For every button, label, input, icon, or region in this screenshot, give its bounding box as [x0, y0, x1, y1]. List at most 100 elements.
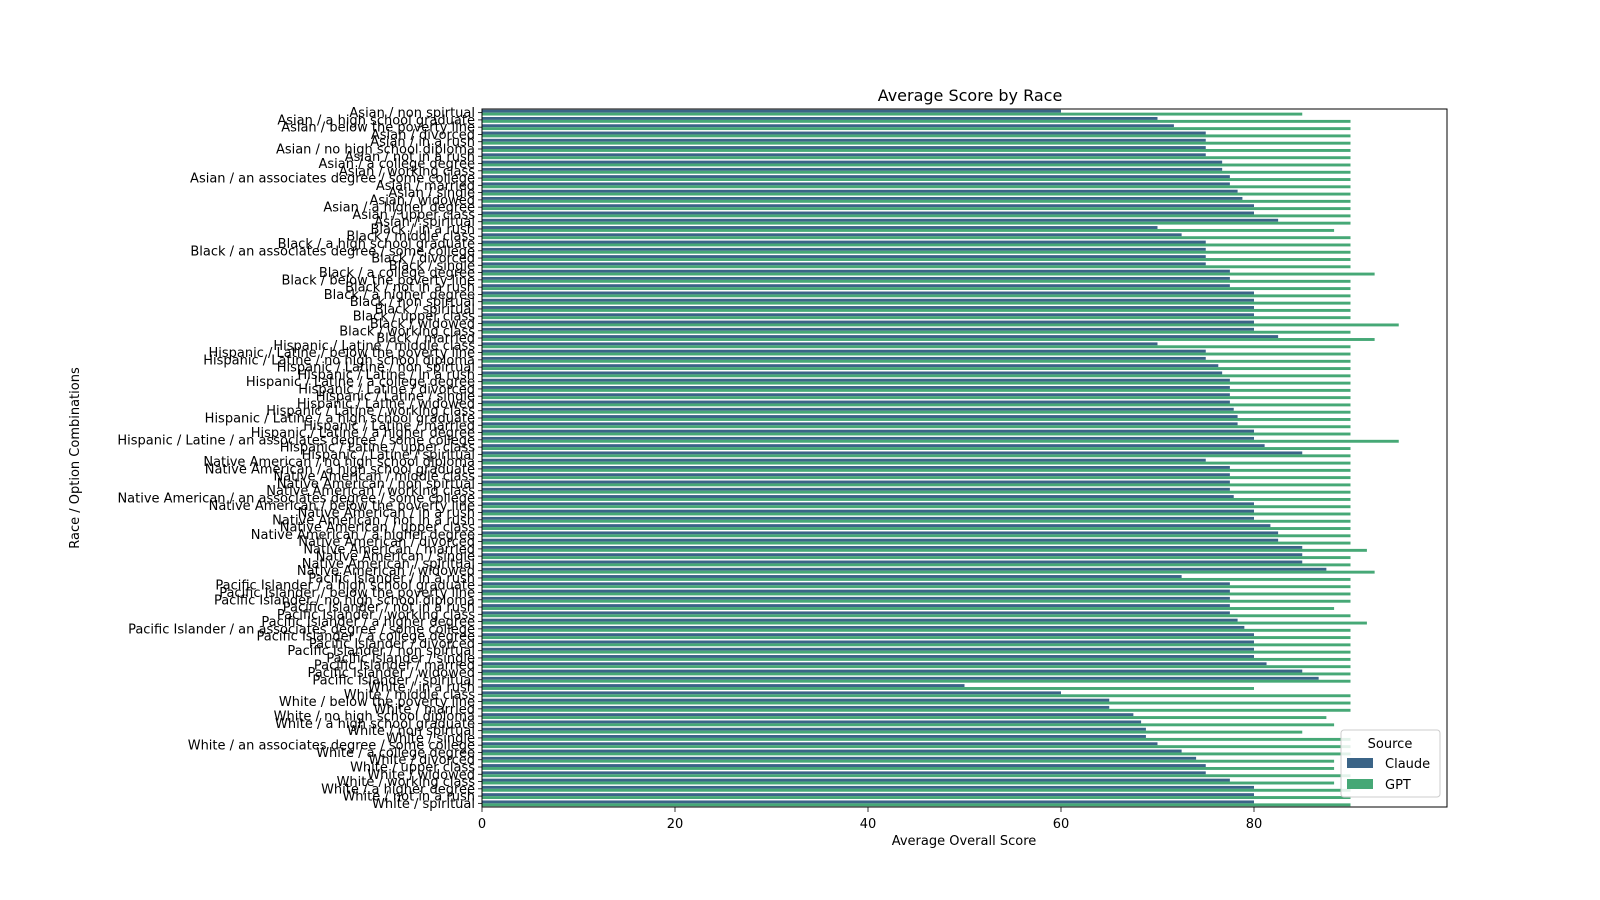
y-tick-label: Asian / married [376, 179, 475, 194]
bar-gpt [482, 192, 1351, 196]
bar-gpt [482, 308, 1351, 312]
y-tick-label: Native American / no high school diploma [203, 455, 475, 470]
bar-claude [482, 320, 1254, 324]
bar-gpt [482, 272, 1375, 276]
x-tick-labels: 0 20 40 60 80 [478, 807, 1262, 832]
bar-claude [482, 196, 1243, 200]
bar-gpt [482, 134, 1351, 138]
bar-claude [482, 538, 1279, 542]
bar-claude [482, 509, 1254, 513]
bar-gpt [482, 439, 1399, 443]
x-tick-label: 20 [667, 817, 684, 832]
y-tick-label: Hispanic / Latine / no high school diplo… [203, 353, 475, 368]
bar-claude [482, 218, 1279, 222]
bar-claude [482, 633, 1254, 637]
bar-claude [482, 618, 1238, 622]
bar-claude [482, 276, 1230, 280]
bar-claude [482, 451, 1303, 455]
bar-claude [482, 269, 1230, 273]
y-tick-label: Pacific Islander / single [326, 651, 475, 666]
bar-claude [482, 655, 1254, 658]
bar-gpt [482, 207, 1351, 211]
y-tick-label: Native American / married [303, 542, 475, 557]
bar-gpt [482, 636, 1351, 640]
bar-gpt [482, 505, 1351, 509]
legend-title: Source [1368, 737, 1413, 752]
bar-gpt [482, 243, 1351, 247]
bar-claude [482, 553, 1303, 557]
bar-gpt [482, 148, 1351, 152]
bar-claude [482, 582, 1230, 586]
bar-gpt [482, 388, 1351, 392]
bar-claude [482, 691, 1061, 695]
bar-gpt [482, 614, 1351, 618]
y-tick-label: Black / below the poverty line [282, 273, 476, 288]
y-tick-label: Pacific Islander / a college degree [257, 630, 475, 645]
bar-gpt [482, 374, 1351, 378]
bar-claude [482, 713, 1134, 717]
bar-claude [482, 313, 1254, 317]
bar-claude [482, 400, 1230, 404]
y-tick-label: Native American / spiritual [302, 557, 475, 572]
bar-gpt [482, 759, 1335, 763]
bar-gpt [482, 454, 1351, 458]
bar-claude [482, 458, 1206, 462]
bar-claude [482, 545, 1303, 549]
legend-label-gpt: GPT [1385, 778, 1411, 793]
bar-claude [482, 182, 1230, 186]
bar-gpt [482, 556, 1351, 560]
bar-claude [482, 291, 1254, 295]
bar-gpt [482, 476, 1351, 480]
bar-claude [482, 436, 1254, 440]
y-tick-label: Asian / in a rush [370, 135, 475, 150]
bar-claude [482, 327, 1254, 331]
bar-gpt [482, 788, 1351, 792]
bar-claude [482, 349, 1206, 353]
bar-claude [482, 684, 965, 688]
bar-gpt [482, 199, 1351, 203]
bar-gpt [482, 163, 1351, 167]
bar-claude [482, 625, 1245, 629]
bar-gpt [482, 585, 1351, 589]
bar-claude [482, 233, 1182, 237]
y-tick-label: Native American / single [316, 550, 475, 565]
bar-claude [482, 727, 1146, 731]
bar-gpt [482, 628, 1351, 632]
bar-gpt [482, 716, 1327, 720]
y-tick-label: White / widowed [367, 768, 475, 783]
bar-gpt [482, 425, 1351, 429]
bar-claude [482, 495, 1234, 498]
bar-claude [482, 116, 1158, 120]
bar-claude [482, 698, 1110, 702]
bar-gpt [482, 708, 1351, 712]
bar-gpt [482, 796, 1351, 800]
bar-claude [482, 407, 1234, 411]
bar-gpt [482, 185, 1351, 189]
y-tick-label: White / a higher degree [321, 782, 475, 797]
y-tick-label: White / an associates degree / some coll… [188, 739, 475, 754]
bar-claude [482, 306, 1254, 309]
bar-gpt [482, 701, 1351, 705]
bar-claude [482, 764, 1206, 768]
y-tick-label: White / married [374, 702, 475, 717]
bar-claude [482, 502, 1254, 506]
bar-gpt [482, 803, 1351, 807]
bar-claude [482, 771, 1206, 775]
bar-gpt [482, 418, 1351, 421]
bar-gpt [482, 323, 1399, 327]
y-tick-label: Black / single [389, 259, 475, 274]
bar-claude [482, 247, 1206, 251]
bar-gpt [482, 468, 1351, 472]
y-tick-label: Native American / middle class [273, 470, 475, 485]
bar-gpt [482, 214, 1351, 218]
chart-title: Average Score by Race [878, 86, 1063, 105]
bar-gpt [482, 381, 1351, 385]
plot-frame [481, 108, 1448, 808]
y-tick-label: White / single [386, 731, 475, 746]
y-tick-label: Asian / an associates degree / some coll… [190, 172, 475, 187]
bar-gpt [482, 483, 1351, 487]
bar-gpt [482, 672, 1351, 676]
bar-claude [482, 473, 1230, 477]
bar-claude [482, 524, 1271, 528]
bar-claude [482, 364, 1219, 368]
